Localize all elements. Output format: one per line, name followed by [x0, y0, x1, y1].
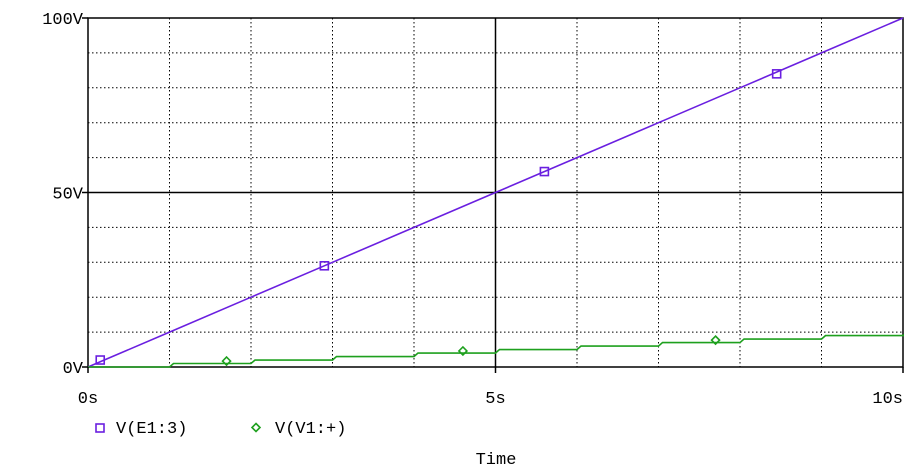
legend-label-series-2: V(V1:+) — [275, 420, 346, 439]
series-1-square-marker — [771, 69, 782, 79]
x-tick-label: 10s — [872, 390, 903, 409]
series-2-diamond-marker — [457, 345, 469, 357]
y-tick-labels: 0V 50V 100V — [42, 11, 88, 379]
y-tick-label: 100V — [42, 11, 84, 30]
series-2-diamond-marker — [710, 334, 721, 346]
series-line-1 — [87, 17, 904, 368]
series-1-square-marker — [95, 355, 106, 365]
series-1-square-marker — [539, 166, 550, 177]
legend-marker-square-icon — [95, 423, 105, 433]
series-2-diamond-marker — [221, 355, 232, 367]
series-1-square-marker — [319, 260, 330, 271]
y-tick-label: 0V — [63, 360, 84, 379]
x-tick-label: 0s — [78, 390, 98, 409]
legend: V(E1:3) V(V1:+) — [95, 420, 346, 439]
x-tick-label: 5s — [485, 390, 505, 409]
series-line-2 — [88, 333, 904, 368]
series-layer — [87, 17, 904, 368]
x-tick-labels: 0s 5s 10s — [78, 367, 904, 409]
y-tick-label: 50V — [52, 186, 83, 205]
legend-marker-diamond-icon — [250, 422, 262, 433]
legend-label-series-1: V(E1:3) — [116, 420, 187, 439]
x-axis-title: Time — [476, 451, 517, 470]
